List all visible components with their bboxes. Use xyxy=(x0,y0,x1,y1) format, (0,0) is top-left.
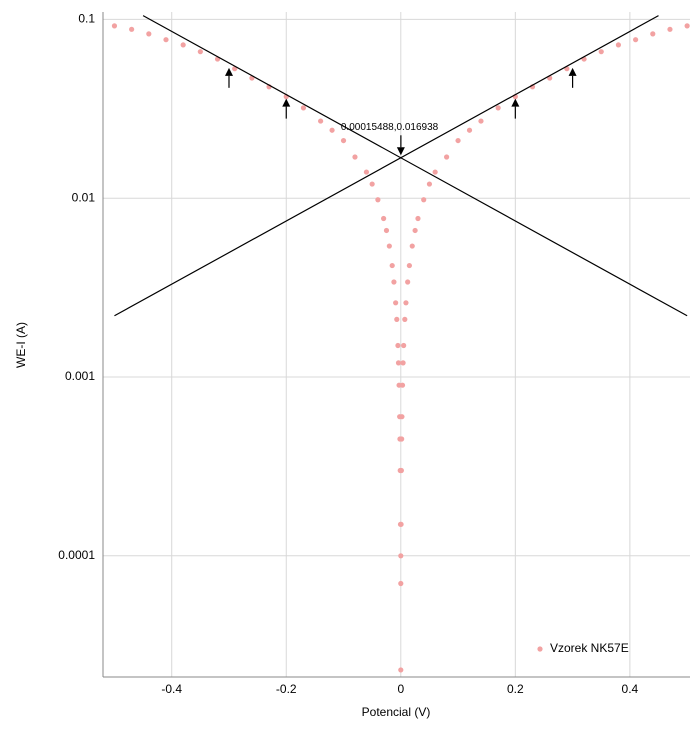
data-point xyxy=(386,243,392,249)
arrow-head xyxy=(568,67,577,76)
y-tick-label: 0.001 xyxy=(65,369,95,383)
data-point xyxy=(421,197,427,203)
y-tick-label: 0.1 xyxy=(78,12,95,26)
x-tick-label: 0 xyxy=(397,682,404,696)
legend-marker xyxy=(537,646,543,652)
data-point xyxy=(329,127,335,133)
data-point xyxy=(403,300,409,306)
data-point xyxy=(398,553,404,559)
data-point xyxy=(300,105,307,111)
fit-line xyxy=(114,15,659,317)
data-point xyxy=(389,262,395,269)
data-point xyxy=(375,197,381,203)
data-point xyxy=(615,42,622,48)
data-point xyxy=(632,37,639,43)
data-point xyxy=(180,42,186,48)
data-point xyxy=(405,279,411,285)
data-point xyxy=(426,181,433,187)
data-point xyxy=(163,37,169,43)
data-point xyxy=(318,118,324,124)
data-point xyxy=(402,316,408,322)
data-point xyxy=(340,137,347,144)
data-point xyxy=(406,262,412,269)
fit-line xyxy=(142,15,688,317)
data-point xyxy=(415,215,421,222)
y-axis-title: WE-I (A) xyxy=(14,322,28,368)
data-point xyxy=(495,105,501,111)
data-point xyxy=(412,227,418,234)
data-point xyxy=(146,31,152,37)
data-point xyxy=(409,243,415,249)
data-point xyxy=(391,279,397,285)
arrow-head xyxy=(511,98,520,107)
data-point xyxy=(598,49,604,55)
annotation: 0.00015488,0.016938 xyxy=(341,122,439,133)
data-point xyxy=(398,467,404,474)
data-point xyxy=(394,316,400,322)
data-point xyxy=(395,360,402,366)
data-point xyxy=(455,137,461,144)
data-point xyxy=(401,342,407,349)
x-tick-label: 0.2 xyxy=(507,682,524,696)
arrow-head xyxy=(396,147,405,156)
data-point xyxy=(667,26,673,32)
data-point xyxy=(383,227,390,234)
data-point xyxy=(478,118,484,124)
legend-label: Vzorek NK57E xyxy=(550,641,629,655)
x-axis-title: Potencial (V) xyxy=(362,705,431,719)
data-point xyxy=(399,382,406,388)
x-tick-label: 0.4 xyxy=(622,682,639,696)
arrow-head xyxy=(282,98,291,107)
data-point xyxy=(432,169,438,175)
data-point xyxy=(363,169,370,175)
data-point xyxy=(399,436,405,442)
x-tick-label: -0.2 xyxy=(276,682,297,696)
arrow-head xyxy=(224,67,233,76)
data-point xyxy=(398,521,404,527)
y-tick-label: 0.0001 xyxy=(58,548,95,562)
data-point xyxy=(129,26,135,32)
data-point xyxy=(400,360,406,366)
data-point xyxy=(197,49,203,55)
x-tick-label: -0.4 xyxy=(161,682,182,696)
y-tick-label: 0.01 xyxy=(72,190,96,204)
data-point xyxy=(684,23,690,29)
data-point xyxy=(393,300,399,306)
data-point xyxy=(111,23,118,29)
data-point xyxy=(650,31,656,37)
data-point xyxy=(399,414,405,420)
data-point xyxy=(381,215,387,222)
data-point xyxy=(466,127,473,133)
data-point xyxy=(444,154,450,160)
data-point xyxy=(398,667,404,673)
data-point xyxy=(398,580,404,587)
data-point xyxy=(352,154,358,160)
data-point xyxy=(369,181,375,187)
data-point xyxy=(395,342,401,349)
